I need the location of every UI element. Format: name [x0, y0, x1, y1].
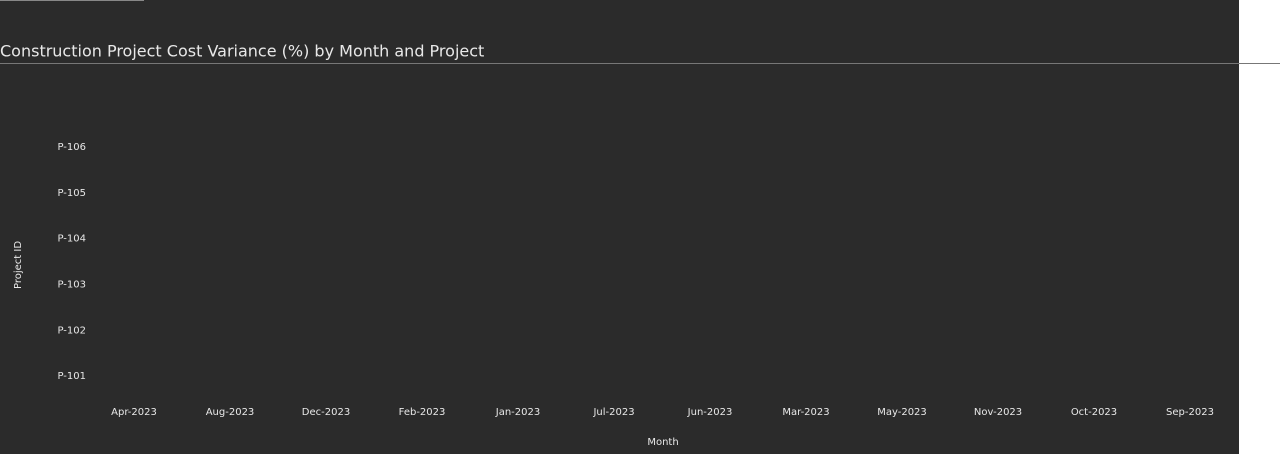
x-tick-label: Jun-2023 [687, 407, 733, 418]
x-tick-label: Mar-2023 [782, 407, 829, 418]
chart-background [0, 0, 1239, 454]
x-tick-label: Nov-2023 [974, 407, 1022, 418]
y-tick-label: P-103 [57, 279, 86, 290]
x-tick-label: Aug-2023 [206, 407, 255, 418]
x-tick-label: Oct-2023 [1071, 407, 1117, 418]
x-tick-label: Jul-2023 [592, 407, 634, 418]
x-axis-title: Month [647, 437, 678, 448]
y-tick-label: P-105 [57, 188, 86, 199]
y-tick-label: P-102 [57, 325, 86, 336]
x-tick-label: May-2023 [877, 407, 927, 418]
x-tick-label: Apr-2023 [111, 407, 157, 418]
y-tick-label: P-104 [57, 234, 86, 245]
x-tick-label: Jan-2023 [495, 407, 540, 418]
y-tick-label: P-101 [57, 371, 86, 382]
x-tick-label: Dec-2023 [302, 407, 350, 418]
x-tick-label: Sep-2023 [1166, 407, 1214, 418]
y-tick-label: P-106 [57, 142, 86, 153]
chart-title: Construction Project Cost Variance (%) b… [0, 42, 484, 61]
y-axis-title: Project ID [13, 241, 24, 289]
x-tick-label: Feb-2023 [399, 407, 446, 418]
